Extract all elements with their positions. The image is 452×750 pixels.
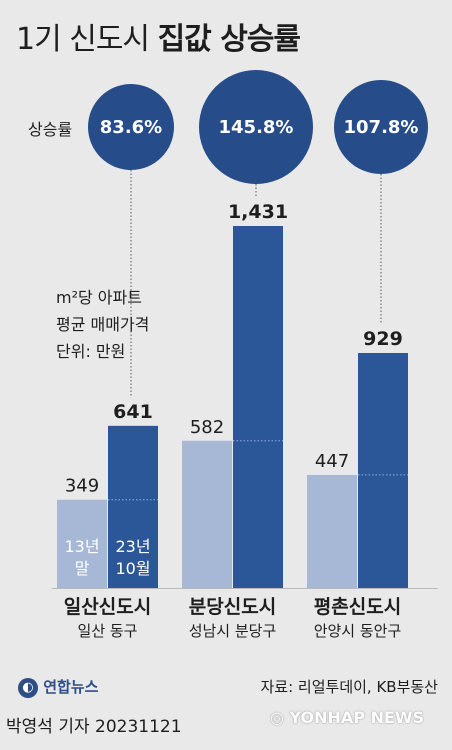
publisher-logo: ◐ 연합뉴스 [18,676,98,698]
growth-circle [334,80,428,174]
bar-value-new: 1,431 [228,201,288,223]
subcategory-label: 일산 동구 [78,622,138,640]
subcategory-label: 성남시 분당구 [189,622,277,640]
growth-circle [199,70,313,184]
unit-line-1: m²당 아파트 [56,288,142,307]
unit-line-2: 평균 매매가격 [56,315,150,334]
watermark-icon: ◎ [270,708,290,727]
bar-value-old: 582 [190,417,224,438]
unit-line-3: 단위: 만원 [56,342,126,361]
growth-rate-label: 145.8% [219,117,294,138]
chart-title-light: 1기 신도시 [16,22,150,57]
growth-rate-label: 83.6% [100,117,162,138]
logo-badge-icon: ◐ [18,677,38,698]
period-label-old-1: 13년 [64,537,99,556]
bar-old [57,499,107,588]
period-label-old-2: 말 [75,559,90,578]
reporter-credit: 박영석 기자 20231121 [6,717,182,737]
watermark-text: YONHAP NEWS [289,708,425,727]
bar-value-old: 447 [315,451,349,472]
bar-value-new: 641 [113,401,153,423]
unit-note: m²당 아파트 평균 매매가격 단위: 만원 [56,284,149,365]
source-text: 자료: 리얼투데이, KB부동산 [260,678,439,696]
bar-old [307,474,357,588]
category-label: 일산신도시 [64,596,151,618]
bar-new [108,425,158,588]
growth-rate-label: 107.8% [344,117,419,138]
bar-value-new: 929 [363,328,403,350]
chart-title-bold: 집값 상승률 [157,22,301,57]
rate-label: 상승률 [28,120,73,139]
bar-new [233,226,283,588]
logo-name: 연합뉴스 [43,678,99,696]
subcategory-label: 안양시 동안구 [314,622,402,640]
category-label: 평촌신도시 [314,596,401,618]
category-label: 분당신도시 [189,596,276,618]
growth-circle [88,84,174,170]
chart-title: 1기 신도시 집값 상승률 [16,14,301,58]
watermark: ◎ YONHAP NEWS [270,708,424,727]
period-label-new-1: 23년 [115,537,150,556]
bar-new [358,352,408,588]
bar-old [182,440,232,588]
period-label-new-2: 10월 [115,559,150,578]
bar-value-old: 349 [65,476,99,497]
